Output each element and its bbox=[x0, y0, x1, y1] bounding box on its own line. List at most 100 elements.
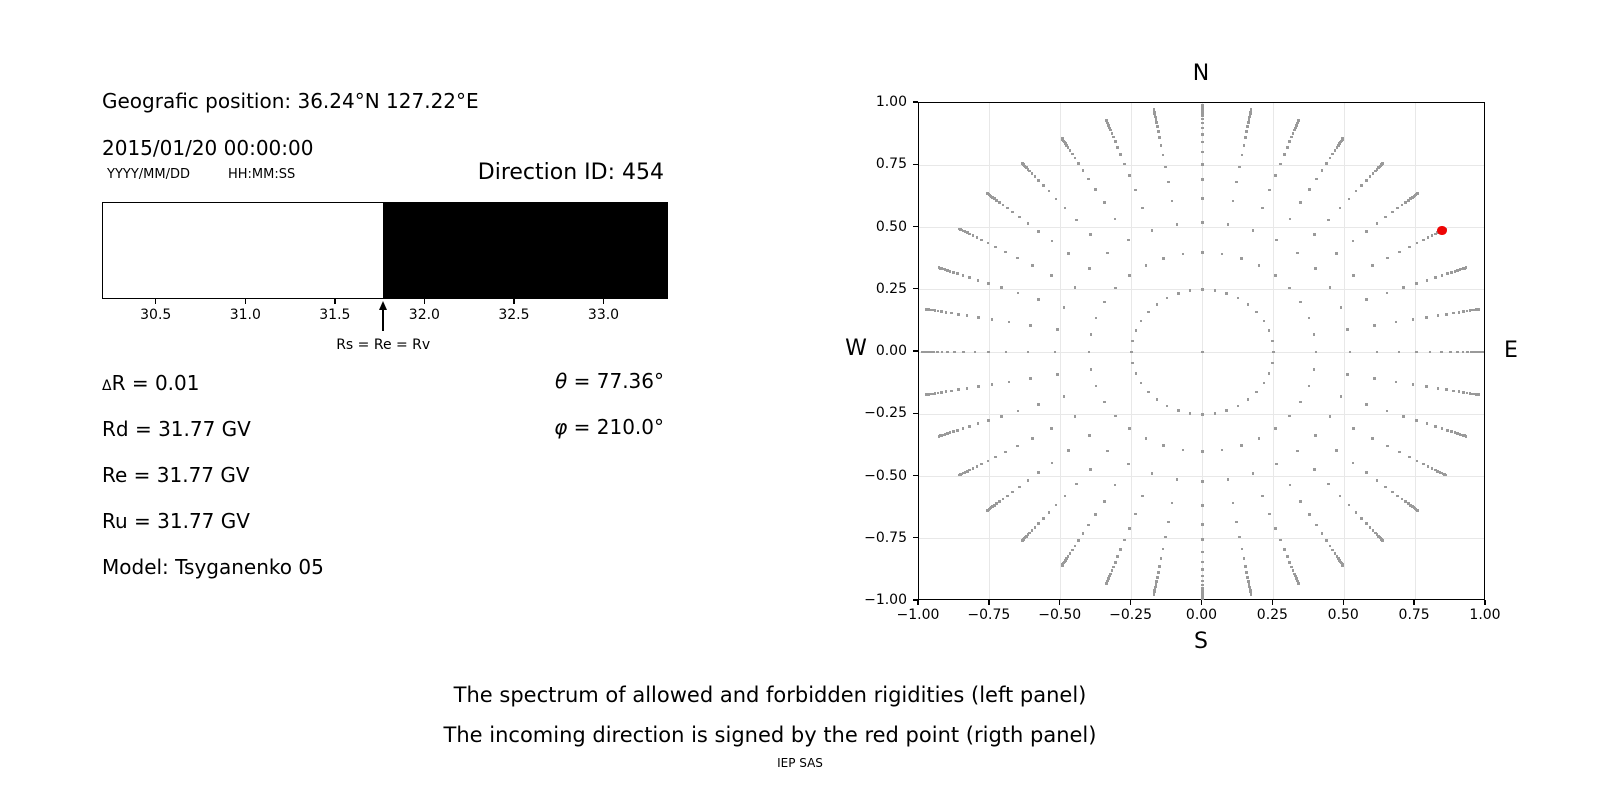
grid-dot bbox=[1331, 548, 1335, 552]
grid-dot bbox=[1152, 108, 1156, 111]
grid-dot bbox=[1128, 174, 1131, 177]
grid-dot bbox=[1094, 188, 1097, 191]
grid-dot bbox=[962, 229, 965, 233]
grid-dot bbox=[950, 389, 953, 393]
x-tick-mark bbox=[1271, 600, 1274, 605]
grid-dot bbox=[1247, 118, 1251, 121]
grid-dot bbox=[1257, 436, 1261, 440]
grid-dot bbox=[1368, 525, 1372, 529]
grid-dot bbox=[987, 419, 990, 422]
grid-dot bbox=[1249, 108, 1253, 111]
grid-dot bbox=[1074, 482, 1078, 486]
grid-dot bbox=[1409, 504, 1412, 507]
grid-dot bbox=[965, 231, 969, 235]
grid-dot bbox=[1041, 517, 1045, 520]
grid-dot bbox=[1299, 300, 1302, 304]
grid-dot bbox=[968, 232, 972, 236]
grid-dot bbox=[1037, 471, 1041, 474]
grid-dot bbox=[998, 500, 1001, 503]
grid-dot bbox=[1114, 286, 1117, 290]
grid-dot bbox=[1170, 199, 1174, 203]
datetime-text: 2015/01/20 00:00:00 bbox=[102, 136, 314, 160]
grid-dot bbox=[1201, 104, 1204, 108]
grid-dot bbox=[1407, 198, 1410, 202]
grid-dot bbox=[1037, 179, 1040, 182]
spectrum-tick-label: 30.5 bbox=[140, 307, 172, 323]
grid-dot bbox=[1294, 124, 1298, 128]
grid-dot bbox=[1425, 278, 1429, 282]
grid-dot bbox=[1141, 494, 1145, 498]
grid-dot bbox=[986, 508, 989, 512]
grid-dot bbox=[971, 467, 975, 470]
grid-dot bbox=[1327, 482, 1331, 486]
grid-dot bbox=[1231, 199, 1235, 203]
grid-dot bbox=[1089, 333, 1093, 336]
grid-dot bbox=[1201, 591, 1204, 595]
grid-dot bbox=[1274, 426, 1277, 430]
grid-dot bbox=[1425, 315, 1428, 319]
grid-dot bbox=[1225, 409, 1229, 412]
grid-dot bbox=[950, 311, 953, 315]
grid-dot bbox=[1373, 377, 1376, 380]
compass-label-south: S bbox=[1194, 629, 1208, 654]
grid-dot bbox=[1110, 569, 1114, 573]
grid-dot bbox=[1000, 286, 1003, 290]
grid-dot bbox=[1472, 308, 1476, 312]
grid-dot bbox=[1409, 197, 1412, 200]
grid-dot bbox=[1471, 392, 1474, 396]
grid-dot bbox=[1226, 223, 1230, 226]
grid-dot bbox=[1153, 589, 1156, 592]
grid-dot bbox=[1313, 233, 1317, 236]
spectrum-tick-label: 33.0 bbox=[587, 307, 620, 323]
param-theta: θ = 77.36° bbox=[555, 369, 664, 393]
grid-dot bbox=[1288, 561, 1291, 564]
grid-dot bbox=[1364, 471, 1368, 474]
spectrum-tick-mark bbox=[423, 299, 426, 304]
grid-dot bbox=[1434, 425, 1437, 428]
x-tick-mark bbox=[1413, 600, 1415, 605]
grid-dot bbox=[1108, 574, 1111, 578]
grid-dot bbox=[1050, 461, 1054, 465]
grid-dot bbox=[1404, 201, 1407, 204]
grid-dot bbox=[1236, 296, 1240, 300]
grid-dot bbox=[1201, 150, 1204, 154]
grid-dot bbox=[1307, 316, 1311, 320]
grid-dot bbox=[1360, 517, 1364, 520]
grid-dot bbox=[1368, 175, 1372, 178]
grid-dot bbox=[1037, 298, 1040, 301]
grid-dot bbox=[1458, 433, 1462, 436]
grid-dot bbox=[1285, 555, 1289, 558]
grid-dot bbox=[1448, 350, 1452, 354]
grid-dot bbox=[1201, 589, 1204, 592]
grid-dot bbox=[1315, 177, 1318, 181]
grid-dot bbox=[1440, 427, 1444, 430]
grid-dot bbox=[1464, 434, 1468, 438]
grid-dot bbox=[1201, 133, 1204, 136]
grid-dot bbox=[1153, 587, 1157, 591]
grid-dot bbox=[1049, 274, 1053, 277]
grid-dot bbox=[986, 241, 990, 245]
grid-dot bbox=[1109, 572, 1112, 576]
grid-dot bbox=[1247, 583, 1251, 586]
grid-dot bbox=[1471, 308, 1474, 312]
grid-dot bbox=[1339, 394, 1343, 398]
grid-dot bbox=[1400, 203, 1404, 207]
x-tick-label: −1.00 bbox=[896, 607, 940, 623]
grid-dot bbox=[1201, 450, 1204, 453]
grid-dot bbox=[1375, 167, 1379, 171]
grid-dot bbox=[994, 245, 997, 249]
cutoff-arrow-stem bbox=[382, 309, 384, 331]
grid-dot bbox=[1112, 565, 1115, 569]
grid-dot bbox=[1338, 494, 1342, 498]
grid-dot bbox=[1201, 480, 1204, 483]
x-tick-label: −0.25 bbox=[1109, 607, 1153, 623]
grid-dot bbox=[1037, 403, 1040, 406]
grid-dot bbox=[995, 198, 998, 202]
param-rd: Rd = 31.77 GV bbox=[102, 417, 251, 441]
grid-dot bbox=[1240, 547, 1244, 551]
grid-dot bbox=[1033, 525, 1037, 529]
grid-dot bbox=[1074, 218, 1078, 222]
grid-dot bbox=[1365, 522, 1368, 525]
grid-dot bbox=[1457, 390, 1461, 394]
grid-dot bbox=[1016, 256, 1019, 260]
